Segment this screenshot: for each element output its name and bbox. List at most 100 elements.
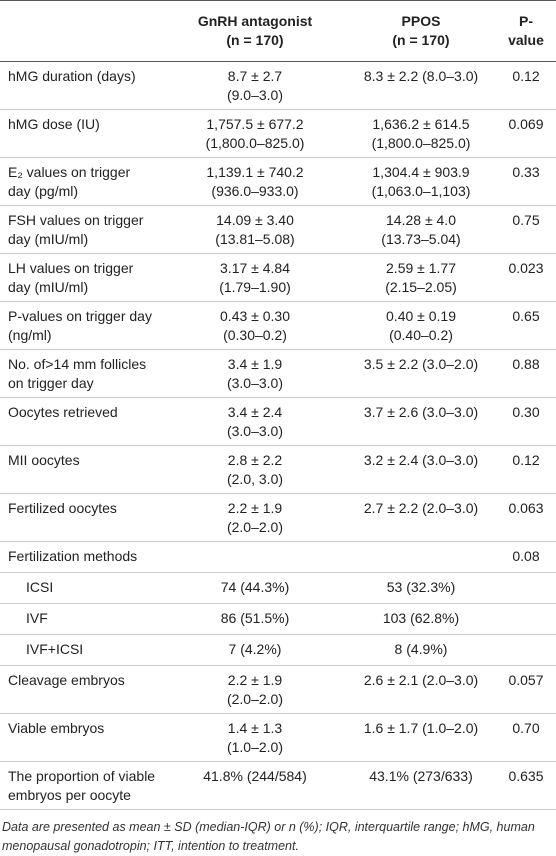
- value-text: (2.0, 3.0): [226, 471, 284, 487]
- row-label: IVF+ICSI: [0, 634, 164, 666]
- value-cell: 41.8% (244/584): [164, 761, 346, 810]
- header-n: (n = 170): [226, 32, 284, 48]
- row-label: IVF: [0, 603, 164, 635]
- row-label: E₂ values on trigger day (pg/ml): [0, 157, 164, 206]
- footnote: Data are presented as mean ± SD (median-…: [2, 820, 535, 853]
- value-text: 41.8% (244/584): [203, 768, 307, 784]
- value-text: 1,304.4 ± 903.9: [372, 164, 470, 180]
- table-row: IVF 86 (51.5%) 103 (62.8%): [0, 603, 556, 635]
- row-label: FSH values on trigger day (mIU/ml): [0, 205, 164, 254]
- value-text: 3.2 ± 2.4 (3.0–3.0): [363, 452, 479, 468]
- value-cell: 2.59 ± 1.77 (2.15–2.05): [346, 253, 496, 302]
- table-row: Cleavage embryos 2.2 ± 1.9 (2.0–2.0) 2.6 ± …: [0, 665, 556, 714]
- value-text: 3.4 ± 2.4: [227, 404, 283, 420]
- value-cell: 3.7 ± 2.6 (3.0–3.0): [346, 397, 496, 446]
- value-text: (3.0–3.0): [226, 375, 284, 391]
- value-text: 3.5 ± 2.2 (3.0–2.0): [363, 356, 479, 372]
- row-label: hMG duration (days): [0, 61, 164, 110]
- value-cell: 1,757.5 ± 677.2 (1,800.0–825.0): [164, 109, 346, 158]
- row-label: P-values on trigger day (ng/ml): [0, 301, 164, 350]
- table-row: No. of>14 mm follicles on trigger day 3.4…: [0, 349, 556, 398]
- row-label: LH values on trigger day (mIU/ml): [0, 253, 164, 302]
- table-row: The proportion of viable embryos per ooc…: [0, 761, 556, 810]
- header-title: PPOS: [401, 13, 441, 29]
- header-title: GnRH antagonist: [197, 13, 313, 29]
- p-value: 0.063: [496, 493, 556, 542]
- table-row: ICSI 74 (44.3%) 53 (32.3%): [0, 572, 556, 604]
- table-row: hMG duration (days) 8.7 ± 2.7 (9.0–3.0) 8.3…: [0, 61, 556, 110]
- p-value: 0.33: [496, 157, 556, 206]
- value-cell: [346, 541, 496, 573]
- value-text: (0.30–0.2): [223, 327, 287, 343]
- value-text: (13.81–5.08): [215, 231, 295, 247]
- p-value: 0.88: [496, 349, 556, 398]
- p-value: 0.12: [496, 445, 556, 494]
- header-cell: PPOS (n = 170): [346, 0, 496, 62]
- p-value: 0.65: [496, 301, 556, 350]
- value-cell: 2.8 ± 2.2 (2.0, 3.0): [164, 445, 346, 494]
- value-cell: 1,304.4 ± 903.9 (1,063.0–1,103): [346, 157, 496, 206]
- value-text: 2.8 ± 2.2: [227, 452, 283, 468]
- row-label: Oocytes retrieved: [0, 397, 164, 446]
- value-text: (9.0–3.0): [226, 87, 284, 103]
- header-row: GnRH antagonist (n = 170) PPOS (n = 170) P…: [0, 0, 556, 62]
- value-text: 8.3 ± 2.2 (8.0–3.0): [363, 68, 479, 84]
- value-cell: 3.4 ± 2.4 (3.0–3.0): [164, 397, 346, 446]
- table-row: Fertilized oocytes 2.2 ± 1.9 (2.0–2.0) 2.7 …: [0, 493, 556, 542]
- value-cell: 14.28 ± 4.0 (13.73–5.04): [346, 205, 496, 254]
- row-label: ICSI: [0, 572, 164, 604]
- value-text: 0.40 ± 0.19: [386, 308, 456, 324]
- value-text: 7 (4.2%): [228, 641, 282, 657]
- p-value: 0.70: [496, 713, 556, 762]
- value-cell: 2.7 ± 2.2 (2.0–3.0): [346, 493, 496, 542]
- value-cell: 2.2 ± 1.9 (2.0–2.0): [164, 493, 346, 542]
- data-table: GnRH antagonist (n = 170) PPOS (n = 170) P…: [0, 0, 556, 810]
- value-cell: 103 (62.8%): [346, 603, 496, 635]
- value-text: 2.7 ± 2.2 (2.0–3.0): [363, 500, 479, 516]
- p-value: 0.12: [496, 61, 556, 110]
- row-label: Cleavage embryos: [0, 665, 164, 714]
- p-value: 0.057: [496, 665, 556, 714]
- value-text: 0.43 ± 0.30: [220, 308, 290, 324]
- p-value-cell: [496, 572, 556, 604]
- value-text: 14.28 ± 4.0: [386, 212, 456, 228]
- value-text: 2.2 ± 1.9: [227, 500, 283, 516]
- value-text: (13.73–5.04): [381, 231, 461, 247]
- value-cell: 8.7 ± 2.7 (9.0–3.0): [164, 61, 346, 110]
- value-cell: 3.4 ± 1.9 (3.0–3.0): [164, 349, 346, 398]
- value-cell: 1.4 ± 1.3 (1.0–2.0): [164, 713, 346, 762]
- value-cell: 8 (4.9%): [346, 634, 496, 666]
- value-text: 86 (51.5%): [220, 610, 290, 626]
- p-value: 0.08: [496, 541, 556, 573]
- value-text: (0.40–0.2): [389, 327, 453, 343]
- value-text: 2.6 ± 2.1 (2.0–3.0): [363, 672, 479, 688]
- value-cell: [164, 541, 346, 573]
- value-text: 74 (44.3%): [220, 579, 290, 595]
- row-label: Viable embryos: [0, 713, 164, 762]
- value-text: (2.0–2.0): [226, 519, 284, 535]
- table-row: hMG dose (IU) 1,757.5 ± 677.2 (1,800.0–825…: [0, 109, 556, 158]
- table-row: E₂ values on trigger day (pg/ml) 1,139.1 …: [0, 157, 556, 206]
- value-cell: 1.6 ± 1.7 (1.0–2.0): [346, 713, 496, 762]
- value-text: (1.0–2.0): [226, 739, 284, 755]
- value-cell: 8.3 ± 2.2 (8.0–3.0): [346, 61, 496, 110]
- p-value: 0.069: [496, 109, 556, 158]
- p-value: 0.635: [496, 761, 556, 810]
- value-cell: 1,636.2 ± 614.5 (1,800.0–825.0): [346, 109, 496, 158]
- value-text: 3.17 ± 4.84: [220, 260, 290, 276]
- table-row: Fertilization methods 0.08: [0, 541, 556, 573]
- value-text: (1.79–1.90): [219, 279, 291, 295]
- value-cell: 7 (4.2%): [164, 634, 346, 666]
- row-label: The proportion of viable embryos per ooc…: [0, 761, 164, 810]
- table-row: P-values on trigger day (ng/ml) 0.43 ± 0.…: [0, 301, 556, 350]
- p-value-cell: [496, 603, 556, 635]
- value-cell: 3.5 ± 2.2 (3.0–2.0): [346, 349, 496, 398]
- value-text: 8.7 ± 2.7: [227, 68, 283, 84]
- value-text: (936.0–933.0): [211, 183, 299, 199]
- value-text: (1,800.0–825.0): [205, 135, 305, 151]
- value-text: 43.1% (273/633): [369, 768, 473, 784]
- value-cell: 3.2 ± 2.4 (3.0–3.0): [346, 445, 496, 494]
- value-text: 2.59 ± 1.77: [386, 260, 456, 276]
- value-cell: 2.6 ± 2.1 (2.0–3.0): [346, 665, 496, 714]
- value-cell: 0.40 ± 0.19 (0.40–0.2): [346, 301, 496, 350]
